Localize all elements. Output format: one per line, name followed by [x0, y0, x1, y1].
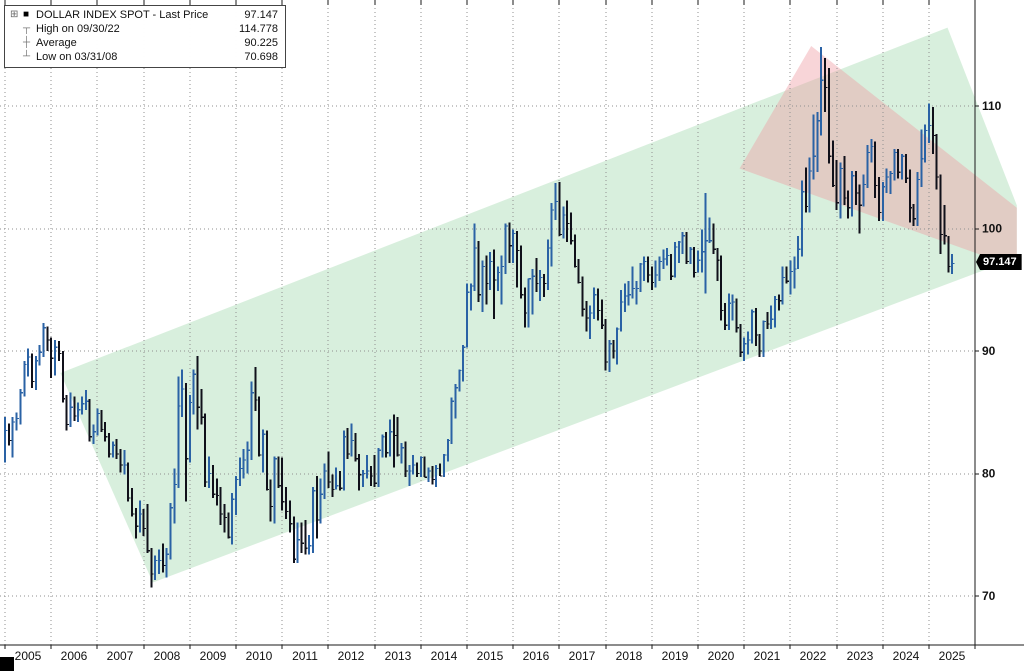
bottom-left-glyph — [0, 657, 14, 671]
y-axis-tick-label: 100 — [982, 222, 1002, 236]
y-axis-tick-label: 80 — [982, 467, 996, 481]
legend-row-average[interactable]: ┼ Average 90.225 — [10, 36, 278, 50]
x-axis-year-label: 2025 — [939, 649, 966, 663]
axes — [0, 0, 1024, 649]
legend-value-high: 114.778 — [239, 23, 278, 35]
x-axis-year-label: 2010 — [246, 649, 273, 663]
x-axis-year-label: 2021 — [754, 649, 781, 663]
legend-label-low: Low on 03/31/08 — [36, 51, 118, 63]
last-price-badge: 97.147 — [976, 254, 1022, 270]
high-marker-icon: ┬ — [23, 23, 31, 34]
x-axis-year-label: 2020 — [708, 649, 735, 663]
x-axis-year-label: 2008 — [154, 649, 181, 663]
x-axis-year-label: 2015 — [477, 649, 504, 663]
x-axis-year-label: 2005 — [15, 649, 42, 663]
series-swatch-icon: ■ — [23, 9, 30, 20]
x-axis-year-label: 2023 — [847, 649, 874, 663]
x-axis-year-label: 2009 — [200, 649, 227, 663]
low-marker-icon: ┴ — [23, 51, 31, 62]
x-axis-year-label: 2022 — [800, 649, 827, 663]
upward-green-channel[interactable] — [60, 27, 1017, 583]
x-axis-year-label: 2013 — [385, 649, 412, 663]
x-axis-year-label: 2014 — [431, 649, 458, 663]
legend-label-average: Average — [36, 37, 77, 49]
axis-labels: 110 100 90 80 70 2005 2006 2007 2008 2009 2010 2011… — [15, 99, 1003, 663]
x-axis-year-label: 2024 — [893, 649, 920, 663]
downward-red-channel[interactable] — [739, 46, 1017, 268]
expand-grid-icon[interactable]: ⊞ — [10, 9, 19, 20]
average-marker-icon: ┼ — [23, 37, 31, 48]
price-bars — [4, 47, 955, 588]
y-axis-tick-label: 70 — [982, 589, 996, 603]
last-price-text: 97.147 — [983, 256, 1017, 268]
x-axis-year-label: 2016 — [523, 649, 550, 663]
x-axis-year-label: 2012 — [338, 649, 365, 663]
legend-value-average: 90.225 — [244, 37, 278, 49]
x-axis-year-label: 2018 — [616, 649, 643, 663]
x-axis-year-label: 2011 — [292, 649, 318, 663]
y-axis-tick-label: 90 — [982, 344, 996, 358]
legend-label-last-price: DOLLAR INDEX SPOT - Last Price — [36, 9, 209, 21]
legend-row-last-price[interactable]: ⊞ ■ DOLLAR INDEX SPOT - Last Price 97.14… — [10, 8, 278, 22]
legend-value-last-price: 97.147 — [244, 9, 278, 21]
x-axis-year-label: 2019 — [662, 649, 689, 663]
y-axis-tick-label: 110 — [982, 99, 1002, 113]
gridlines — [0, 0, 975, 645]
chart-legend[interactable]: ⊞ ■ DOLLAR INDEX SPOT - Last Price 97.14… — [4, 5, 286, 68]
x-axis-year-label: 2017 — [569, 649, 596, 663]
legend-row-high[interactable]: ┬ High on 09/30/22 114.778 — [10, 22, 278, 36]
legend-row-low[interactable]: ┴ Low on 03/31/08 70.698 — [10, 50, 278, 64]
x-axis-year-label: 2007 — [107, 649, 134, 663]
legend-label-high: High on 09/30/22 — [36, 23, 120, 35]
x-axis-year-label: 2006 — [61, 649, 88, 663]
legend-value-low: 70.698 — [244, 51, 278, 63]
